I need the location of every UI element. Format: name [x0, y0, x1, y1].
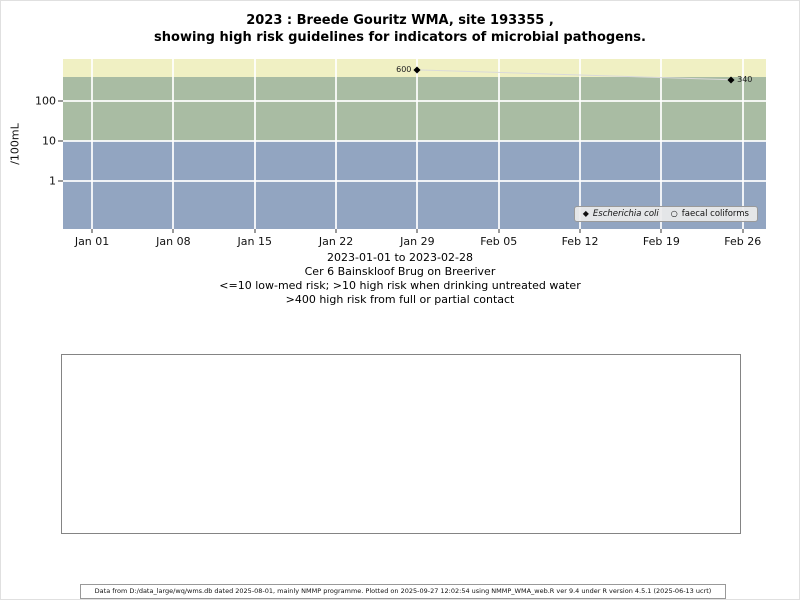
y-gridline: [63, 140, 766, 142]
x-gridline: [497, 59, 500, 229]
x-gridline: [416, 59, 419, 229]
legend-item-escherichia-coli: ◆ Escherichia coli: [583, 209, 659, 219]
caption-risk-guideline-drinking: <=10 low-med risk; >10 high risk when dr…: [219, 279, 581, 292]
x-tick-mark: [91, 229, 93, 233]
chart-title-line1: 2023 : Breede Gouritz WMA, site 193355 ,: [246, 13, 554, 28]
x-tick-mark: [254, 229, 256, 233]
circle-icon: ○: [670, 209, 678, 218]
band-high-risk-drinking: [63, 76, 766, 141]
chart-title-line2: showing high risk guidelines for indicat…: [154, 30, 646, 45]
x-gridline: [335, 59, 338, 229]
x-gridline: [579, 59, 582, 229]
x-tick-label: Feb 05: [480, 235, 518, 248]
x-tick-label: Jan 01: [74, 235, 110, 248]
y-gridline: [63, 100, 766, 102]
x-tick-label: Feb 19: [642, 235, 680, 248]
x-tick-mark: [742, 229, 744, 233]
legend-label-faecal-coliforms: faecal coliforms: [681, 209, 749, 219]
legend-label-escherichia-coli: Escherichia coli: [592, 209, 659, 219]
x-tick-label: Jan 29: [400, 235, 435, 248]
x-tick-mark: [416, 229, 418, 233]
data-point-value-label: 340: [737, 74, 753, 84]
x-gridline: [253, 59, 256, 229]
y-tick-label: 1: [49, 174, 56, 188]
x-tick-label: Jan 08: [156, 235, 191, 248]
y-tick-label: 100: [35, 94, 56, 108]
x-tick-label: Jan 15: [237, 235, 272, 248]
caption: 2023-01-01 to 2023-02-28 Cer 6 Bainskloo…: [1, 251, 799, 307]
caption-site-name: Cer 6 Bainskloof Brug on Breeriver: [304, 265, 496, 278]
legend: ◆ Escherichia coli ○ faecal coliforms: [573, 206, 758, 222]
x-tick-label: Jan 22: [318, 235, 354, 248]
x-gridline: [172, 59, 175, 229]
caption-date-range: 2023-01-01 to 2023-02-28: [327, 251, 473, 264]
empty-panel: [61, 354, 741, 534]
x-tick-mark: [335, 229, 337, 233]
x-tick-label: Feb 26: [724, 235, 762, 248]
x-tick-mark: [660, 229, 662, 233]
chart: ◆ Escherichia coli ○ faecal coliforms 600 3…: [35, 59, 766, 248]
y-tick-mark: [58, 140, 63, 142]
x-gridline: [91, 59, 94, 229]
footer-note: Data from D:/data_large/wq/wms.db dated …: [80, 584, 726, 599]
plot-area: ◆ Escherichia coli ○ faecal coliforms 600 3…: [63, 59, 766, 229]
chart-title: 2023 : Breede Gouritz WMA, site 193355 ,…: [1, 12, 799, 46]
legend-item-faecal-coliforms: ○ faecal coliforms: [671, 209, 749, 219]
y-axis-label: /100mL: [8, 123, 22, 165]
x-tick-mark: [579, 229, 581, 233]
x-tick-mark: [498, 229, 500, 233]
y-gridline: [63, 180, 766, 182]
x-tick-mark: [172, 229, 174, 233]
y-tick-mark: [58, 100, 63, 102]
caption-risk-guideline-contact: >400 high risk from full or partial cont…: [285, 293, 515, 306]
y-tick-mark: [58, 180, 63, 182]
x-gridline: [741, 59, 744, 229]
x-gridline: [660, 59, 663, 229]
y-tick-label: 10: [42, 134, 56, 148]
diamond-icon: ◆: [582, 209, 589, 218]
x-tick-label: Feb 12: [561, 235, 599, 248]
data-point-value-label: 600: [396, 64, 412, 74]
